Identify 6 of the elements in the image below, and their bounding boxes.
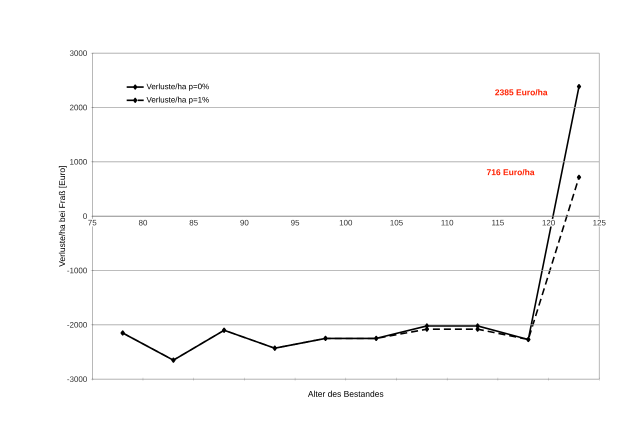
- x-axis-title: Alter des Bestandes: [308, 390, 384, 397]
- point: [576, 174, 582, 180]
- y-axis-title: Verluste/ha bei Fraß [Euro]: [58, 166, 67, 267]
- annotation: 2385 Euro/ha: [495, 89, 548, 96]
- annotation: 716 Euro/ha: [486, 169, 535, 176]
- point: [576, 84, 582, 90]
